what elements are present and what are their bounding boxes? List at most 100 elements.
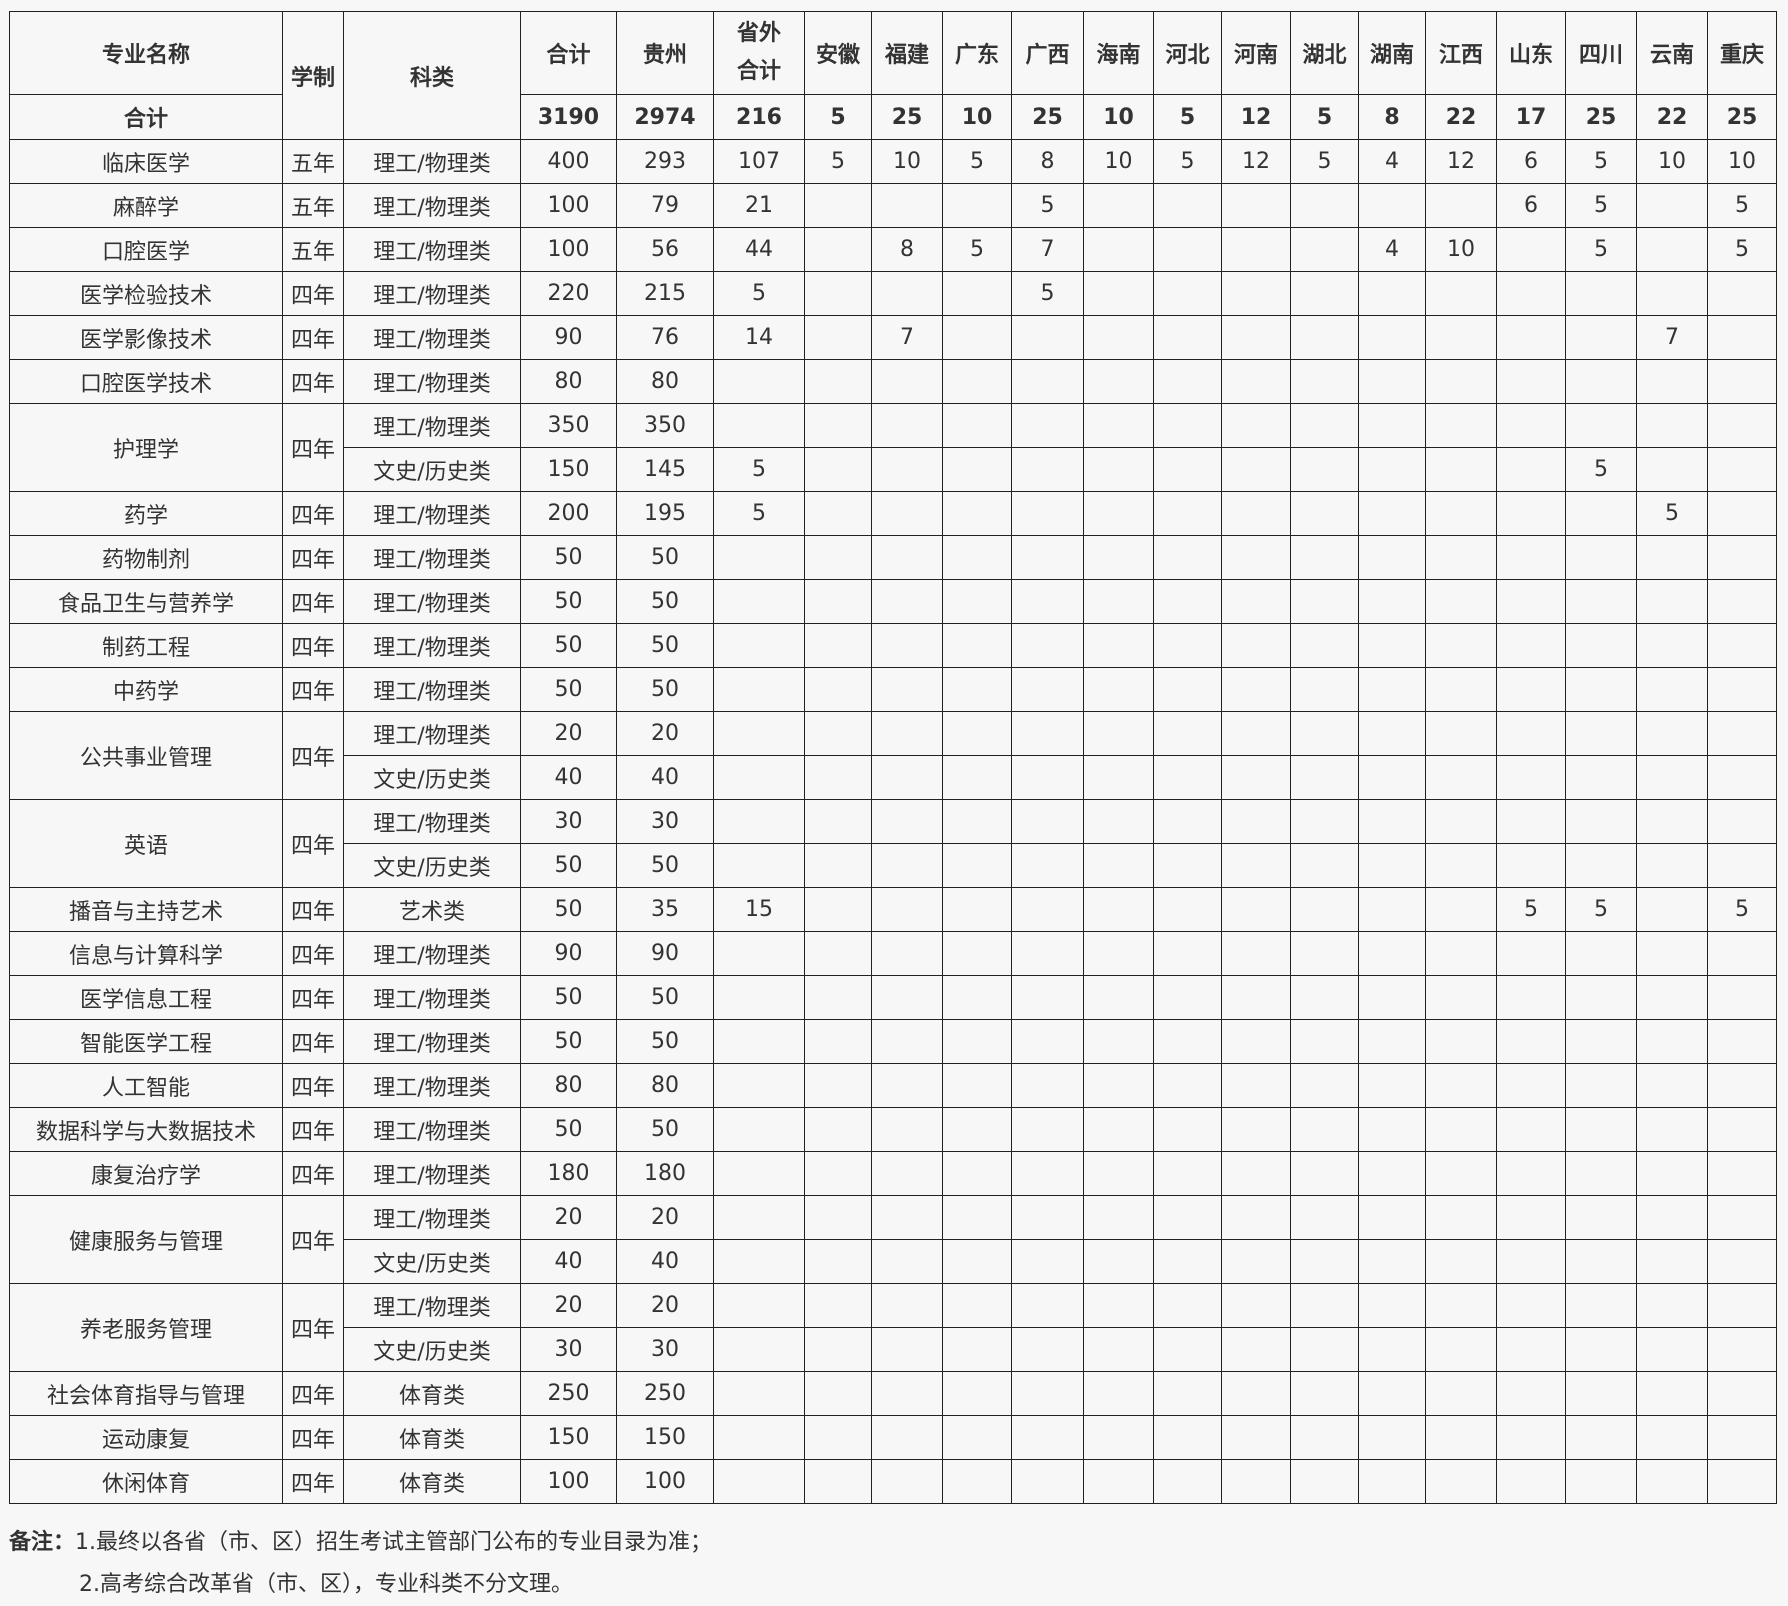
province-cell — [1565, 535, 1637, 580]
guizhou-cell: 56 — [616, 227, 714, 272]
outside-cell — [713, 1195, 805, 1240]
province-cell — [1153, 1415, 1222, 1460]
total-cell: 150 — [520, 447, 617, 492]
province-cell — [1221, 1371, 1291, 1416]
major-years: 四年 — [282, 887, 344, 932]
province-cell — [1153, 931, 1222, 976]
province-cell — [1707, 755, 1777, 800]
guizhou-cell: 90 — [616, 931, 714, 976]
category-cell: 理工/物理类 — [343, 1195, 521, 1240]
province-cell — [1565, 271, 1637, 316]
province-cell — [1290, 1239, 1359, 1284]
table-row: 智能医学工程 四年 理工/物理类 50 50 — [9, 1019, 1777, 1064]
province-cell — [871, 843, 943, 888]
major-name: 医学信息工程 — [9, 975, 283, 1020]
outside-cell — [713, 931, 805, 976]
province-cell — [942, 799, 1012, 844]
province-cell — [1221, 887, 1291, 932]
province-cell — [1565, 799, 1637, 844]
guizhou-cell: 250 — [616, 1371, 714, 1416]
table-row: 信息与计算科学 四年 理工/物理类 90 90 — [9, 931, 1777, 976]
total-cell: 50 — [520, 623, 617, 668]
guizhou-cell: 180 — [616, 1151, 714, 1196]
table-row: 医学检验技术 四年 理工/物理类 220 215 5 5 — [9, 271, 1777, 316]
totals-province: 12 — [1221, 94, 1291, 140]
category-cell: 体育类 — [343, 1459, 521, 1504]
province-cell — [804, 799, 872, 844]
province-cell — [1221, 843, 1291, 888]
province-cell — [1290, 1283, 1359, 1328]
province-cell — [1358, 403, 1426, 448]
province-cell — [1221, 403, 1291, 448]
province-cell — [1290, 623, 1359, 668]
major-name: 临床医学 — [9, 139, 283, 184]
province-cell — [1707, 1063, 1777, 1108]
province-cell — [1496, 1019, 1566, 1064]
province-cell — [1636, 579, 1708, 624]
province-cell — [942, 1019, 1012, 1064]
province-cell: 4 — [1358, 139, 1426, 184]
major-years: 四年 — [282, 535, 344, 580]
province-cell — [1153, 1239, 1222, 1284]
province-cell — [1011, 359, 1084, 404]
guizhou-cell: 50 — [616, 1107, 714, 1152]
guizhou-cell: 50 — [616, 843, 714, 888]
guizhou-cell: 80 — [616, 359, 714, 404]
major-years: 四年 — [282, 1371, 344, 1416]
major-years: 四年 — [282, 799, 344, 888]
province-cell: 10 — [1636, 139, 1708, 184]
province-cell: 10 — [871, 139, 943, 184]
province-cell: 5 — [1565, 139, 1637, 184]
province-cell — [942, 271, 1012, 316]
province-cell — [871, 1151, 943, 1196]
major-name: 药学 — [9, 491, 283, 536]
province-cell — [871, 711, 943, 756]
province-cell — [1153, 1283, 1222, 1328]
province-cell — [1290, 271, 1359, 316]
province-cell — [1358, 667, 1426, 712]
total-cell: 50 — [520, 843, 617, 888]
category-cell: 艺术类 — [343, 887, 521, 932]
province-cell — [942, 843, 1012, 888]
province-cell — [1221, 1283, 1291, 1328]
totals-province: 25 — [1707, 94, 1777, 140]
table-row: 公共事业管理 四年 理工/物理类 20 20 — [9, 711, 1777, 800]
header-province: 河北 — [1153, 11, 1222, 95]
province-cell — [942, 1239, 1012, 1284]
province-cell — [871, 491, 943, 536]
province-cell: 5 — [804, 139, 872, 184]
totals-province: 22 — [1425, 94, 1497, 140]
province-cell — [1083, 975, 1154, 1020]
province-cell — [1011, 1459, 1084, 1504]
province-cell — [1290, 711, 1359, 756]
province-cell — [1636, 183, 1708, 228]
province-cell — [1221, 183, 1291, 228]
province-cell — [1707, 1371, 1777, 1416]
province-cell — [1358, 755, 1426, 800]
province-cell — [1425, 1019, 1497, 1064]
province-cell — [1083, 931, 1154, 976]
major-name: 数据科学与大数据技术 — [9, 1107, 283, 1152]
province-cell — [1221, 799, 1291, 844]
category-cell: 体育类 — [343, 1371, 521, 1416]
province-cell — [1221, 1063, 1291, 1108]
category-cell: 文史/历史类 — [343, 755, 521, 800]
province-cell — [1153, 359, 1222, 404]
province-cell — [1565, 1327, 1637, 1372]
major-years: 四年 — [282, 667, 344, 712]
province-cell — [1011, 1107, 1084, 1152]
province-cell — [942, 667, 1012, 712]
province-cell — [1425, 1151, 1497, 1196]
total-cell: 30 — [520, 1327, 617, 1372]
total-cell: 50 — [520, 975, 617, 1020]
province-cell — [1011, 975, 1084, 1020]
province-cell — [1425, 183, 1497, 228]
province-cell — [942, 183, 1012, 228]
major-name: 康复治疗学 — [9, 1151, 283, 1196]
province-cell — [1153, 1195, 1222, 1240]
province-cell — [1358, 579, 1426, 624]
province-cell: 5 — [1707, 227, 1777, 272]
province-cell — [1425, 491, 1497, 536]
category-cell: 理工/物理类 — [343, 1151, 521, 1196]
province-cell — [1011, 887, 1084, 932]
